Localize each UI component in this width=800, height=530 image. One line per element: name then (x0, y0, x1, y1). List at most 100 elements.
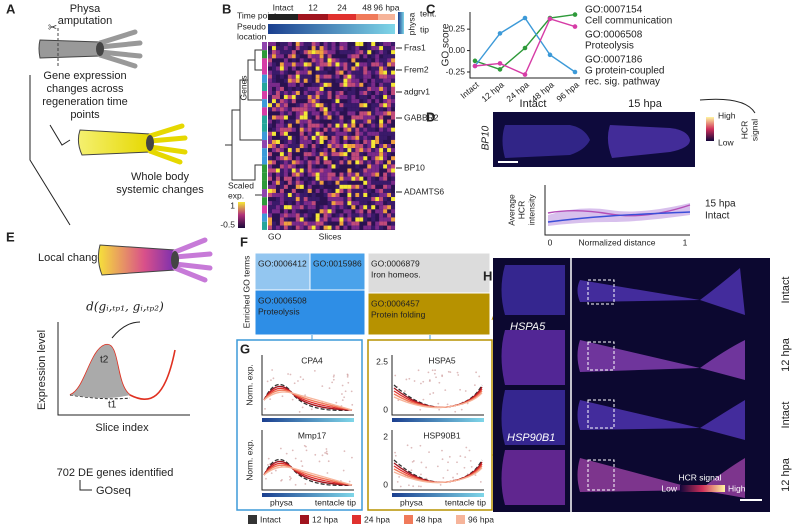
heatmap-cell (299, 103, 304, 108)
heatmap-cell (311, 176, 316, 181)
heatmap-cell (307, 164, 312, 169)
heatmap-cell (335, 152, 340, 157)
heatmap-cell (343, 58, 348, 63)
heatmap-cell (327, 144, 332, 149)
row-label: 12 hpa (780, 337, 792, 372)
heatmap-cell (379, 115, 384, 120)
heatmap-cell (335, 74, 340, 79)
heatmap-cell (351, 74, 356, 79)
heatmap-cell (383, 176, 388, 181)
gene-label: HSPA5 (428, 355, 456, 365)
heatmap-cell (379, 205, 384, 210)
heatmap-cell (307, 188, 312, 193)
heatmap-cell (375, 192, 380, 198)
heatmap-cell (379, 70, 384, 75)
heatmap-cell (359, 160, 364, 165)
heatmap-cell (299, 74, 304, 79)
heatmap-cell (279, 54, 284, 59)
heatmap-cell (327, 180, 332, 185)
heatmap-cell (283, 50, 288, 55)
heatmap-cell (371, 139, 376, 145)
label: location (237, 31, 267, 41)
heatmap-cell (303, 74, 308, 79)
heatmap-cell (339, 78, 344, 83)
curve (263, 466, 353, 486)
axis-label: physa (400, 497, 423, 507)
label: Physa (70, 3, 101, 15)
heatmap-cell (359, 50, 364, 55)
heatmap-cell (367, 131, 372, 136)
heatmap-cell (307, 70, 312, 75)
heatmap-cell (307, 135, 312, 140)
heatmap-cell (311, 197, 316, 202)
heatmap-cell (299, 139, 304, 145)
heatmap-cell (283, 164, 288, 169)
heatmap-cell (387, 180, 392, 185)
heatmap-cell (343, 82, 348, 87)
heatmap-cell (335, 66, 340, 71)
heatmap-cell (347, 50, 352, 55)
heatmap-cell (307, 74, 312, 79)
heatmap-cell (355, 66, 360, 71)
heatmap-cell (391, 217, 396, 222)
heatmap-cell (375, 164, 380, 169)
heatmap-cell (343, 42, 348, 47)
heatmap-cell (375, 103, 380, 108)
heatmap-cell (307, 160, 312, 165)
heatmap-cell (311, 180, 316, 185)
heatmap-cell (283, 107, 288, 112)
heatmap-cell (339, 176, 344, 181)
dot (419, 444, 422, 447)
dot (465, 446, 468, 449)
heatmap-cell (383, 135, 388, 140)
heatmap-cell (367, 50, 372, 55)
heatmap-cell (291, 209, 296, 214)
axis-label: Enriched GO terms (241, 256, 251, 329)
heatmap-cell (359, 62, 364, 67)
heatmap-cell (303, 70, 308, 75)
heatmap-cell (275, 103, 280, 108)
heatmap-cell (283, 42, 288, 47)
heatmap-cell (343, 176, 348, 181)
heatmap-cell (283, 172, 288, 177)
heatmap-cell (339, 201, 344, 206)
heatmap-cell (275, 148, 280, 153)
heatmap-cell (379, 50, 384, 55)
heatmap-cell (375, 209, 380, 214)
heatmap-cell (307, 172, 312, 177)
heatmap-cell (283, 111, 288, 116)
heatmap-cell (279, 86, 284, 91)
heatmap-cell (383, 66, 388, 71)
heatmap-cell (279, 127, 284, 132)
heatmap-cell (335, 180, 340, 185)
heatmap-cell (343, 135, 348, 140)
panel-letter: G (240, 341, 250, 356)
x-tick-label: 96 hpa (554, 79, 581, 104)
heatmap-cell (359, 90, 364, 96)
arrow (79, 480, 92, 491)
heatmap-cell (283, 131, 288, 136)
heatmap-cell (303, 119, 308, 124)
heatmap-cell (391, 103, 396, 108)
heatmap-cell (311, 46, 316, 51)
heatmap-cell (268, 201, 272, 206)
gene-label: GABBR2 (404, 112, 439, 122)
heatmap-cell (391, 213, 396, 218)
panel-letter: H (483, 268, 492, 283)
go-cell (262, 58, 267, 67)
point (497, 67, 503, 72)
heatmap-cell (343, 144, 348, 149)
dot (432, 392, 435, 394)
timepoint-bar (378, 14, 395, 20)
label: points (70, 109, 100, 121)
heatmap-cell (295, 119, 300, 124)
heatmap-cell (307, 197, 312, 202)
heatmap-cell (311, 144, 316, 149)
point (547, 52, 553, 58)
gene-label: BP10 (404, 162, 425, 172)
heatmap-cell (375, 168, 380, 173)
heatmap-cell (283, 197, 288, 202)
heatmap-cell (268, 168, 272, 173)
go-name: Proteolysis (258, 306, 300, 316)
heatmap-cell (363, 78, 368, 83)
